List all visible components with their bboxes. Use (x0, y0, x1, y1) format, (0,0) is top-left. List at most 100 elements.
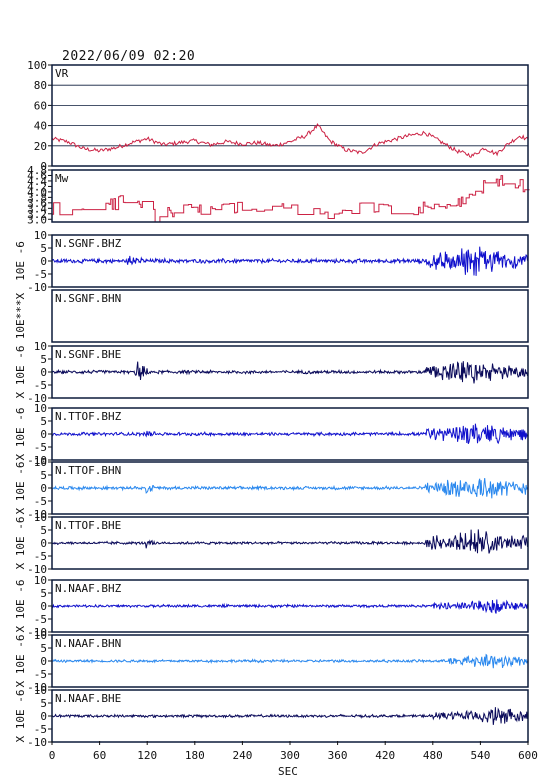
trace-waveform (51, 361, 528, 384)
trace-station-label: N.NAAF.BHZ (55, 582, 122, 595)
vr-ytick-label: 40 (34, 120, 47, 133)
trace-ytick-label: 10 (34, 340, 47, 353)
trace-ytick-label: 5 (40, 642, 47, 655)
trace-unit-label: X 10E -6 (14, 408, 27, 461)
trace-ytick-label: 10 (34, 684, 47, 697)
x-tick-label: 360 (328, 749, 348, 762)
trace-waveform (51, 653, 528, 669)
trace-ytick-label: 5 (40, 697, 47, 710)
x-tick-label: 540 (470, 749, 490, 762)
trace-ytick-label: 0 (40, 255, 47, 268)
trace-station-label: N.TTOF.BHZ (55, 410, 122, 423)
trace-ytick-label: -10 (27, 563, 47, 576)
mw-ytick-label: 4.8 (27, 164, 47, 177)
mw-ytick-label: 4.0 (27, 186, 47, 199)
trace-ytick-label: -10 (27, 681, 47, 694)
trace-unit-label: 10E***X (14, 292, 27, 339)
mw-ytick-label: 3.2 (27, 208, 47, 221)
trace-frame (51, 289, 529, 343)
x-tick-label: 480 (423, 749, 443, 762)
trace-ytick-label: -5 (34, 723, 47, 736)
trace-ytick-label: -5 (34, 495, 47, 508)
vr-panel-frame (51, 64, 529, 167)
trace-waveform (51, 599, 528, 614)
trace-ytick-label: 0 (40, 600, 47, 613)
trace-ytick-label: -10 (27, 454, 47, 467)
trace-station-label: N.TTOF.BHE (55, 519, 121, 532)
trace-ytick-label: 0 (40, 428, 47, 441)
trace-ytick-label: 10 (34, 629, 47, 642)
x-tick-label: 120 (137, 749, 157, 762)
trace-station-label: N.NAAF.BHE (55, 692, 121, 705)
mw-ytick-label: 3.0 (27, 213, 47, 226)
x-tick-label: 420 (375, 749, 395, 762)
trace-waveform (51, 477, 528, 499)
trace-ytick-label: -5 (34, 550, 47, 563)
trace-unit-label: X 10E -6 (14, 346, 27, 399)
trace-ytick-label: 5 (40, 353, 47, 366)
trace-frame (51, 345, 529, 399)
mw-ytick-label: 3.4 (27, 202, 47, 215)
trace-station-label: N.SGNF.BHN (55, 292, 121, 305)
vr-ytick-label: 80 (34, 79, 47, 92)
vr-ytick-label: 20 (34, 140, 47, 153)
vr-panel-label: VR (55, 67, 69, 80)
trace-ytick-label: -10 (27, 736, 47, 749)
trace-panel-n-sgnf-bhn: N.SGNF.BHN 10E***X (14, 289, 529, 343)
trace-unit-label: 10E -6 (14, 241, 27, 281)
trace-ytick-label: 0 (40, 366, 47, 379)
trace-ytick-label: 0 (40, 482, 47, 495)
trace-frame (51, 234, 529, 288)
trace-frame (51, 407, 529, 461)
trace-ytick-label: -5 (34, 268, 47, 281)
trace-ytick-label: 5 (40, 524, 47, 537)
trace-waveform (51, 246, 528, 276)
mw-ytick-label: 3.6 (27, 197, 47, 210)
mw-panel-label: Mw (55, 172, 69, 185)
x-tick-label: 300 (280, 749, 300, 762)
trace-unit-label: X 10E -6 (14, 517, 27, 570)
trace-ytick-label: -5 (34, 668, 47, 681)
trace-waveform (51, 529, 528, 554)
vr-ytick-label: 100 (27, 59, 47, 72)
trace-ytick-label: 5 (40, 469, 47, 482)
trace-unit-label: X 10E -6 (14, 462, 27, 515)
trace-ytick-label: -5 (34, 379, 47, 392)
mw-ytick-label: 3.8 (27, 191, 47, 204)
trace-unit-label: X 10E -6 (14, 690, 27, 743)
trace-ytick-label: 0 (40, 655, 47, 668)
trace-frame (51, 516, 529, 570)
x-tick-label: 60 (93, 749, 106, 762)
trace-station-label: N.TTOF.BHN (55, 464, 121, 477)
x-tick-label: 0 (49, 749, 56, 762)
trace-unit-label: X 10E -6 (14, 635, 27, 688)
x-axis-label: SEC (278, 765, 298, 778)
trace-ytick-label: 0 (40, 710, 47, 723)
x-tick-label: 600 (518, 749, 538, 762)
trace-ytick-label: -5 (34, 613, 47, 626)
x-tick-label: 180 (185, 749, 205, 762)
trace-ytick-label: -10 (27, 508, 47, 521)
vr-ytick-label: 0 (40, 160, 47, 173)
trace-ytick-label: -5 (34, 441, 47, 454)
trace-ytick-label: 5 (40, 587, 47, 600)
chart-timestamp-title: 2022/06/09 02:20 (62, 49, 196, 64)
vr-series-line (51, 123, 529, 158)
mw-series-line (52, 175, 530, 223)
mw-ytick-label: 4.4 (27, 175, 47, 188)
trace-ytick-label: 5 (40, 415, 47, 428)
mw-panel-frame (51, 169, 529, 223)
mw-ytick-label: 4.6 (27, 169, 47, 182)
trace-ytick-label: 10 (34, 402, 47, 415)
trace-frame (51, 461, 529, 515)
x-tick-label: 240 (232, 749, 252, 762)
trace-ytick-label: 10 (34, 574, 47, 587)
trace-ytick-label: -10 (27, 626, 47, 639)
trace-unit-label: X 10E -6 (14, 580, 27, 633)
